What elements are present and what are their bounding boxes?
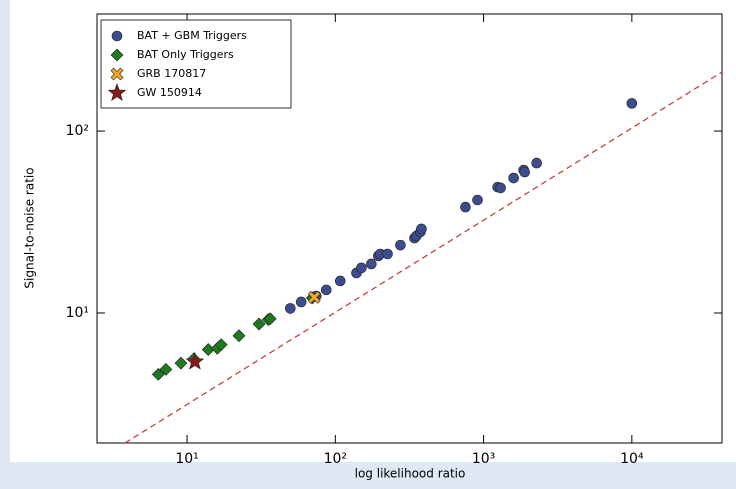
legend-marker <box>110 48 124 62</box>
legend-label: BAT Only Triggers <box>137 48 234 61</box>
legend-label: BAT + GBM Triggers <box>137 29 247 42</box>
point <box>531 157 542 169</box>
point <box>366 258 377 270</box>
x-tick-label: 10² <box>324 451 347 467</box>
point <box>356 262 367 274</box>
y-tick-label: 10² <box>66 123 89 139</box>
point <box>416 223 427 235</box>
point <box>307 290 321 304</box>
reference-line <box>124 71 723 444</box>
point <box>214 338 228 352</box>
point <box>263 312 277 326</box>
point <box>295 296 307 308</box>
legend-box <box>100 19 292 109</box>
x-axis-label: log likelihood ratio <box>355 467 466 481</box>
legend-marker <box>107 83 127 101</box>
legend-marker <box>110 67 124 81</box>
point <box>159 362 173 376</box>
x-tick-label: 10³ <box>472 451 495 467</box>
legend-marker <box>111 30 123 42</box>
point <box>174 356 188 370</box>
point <box>185 351 205 370</box>
legend-label: GW 150914 <box>137 86 202 99</box>
plot-frame <box>96 13 723 444</box>
point <box>395 239 406 251</box>
point <box>334 275 346 287</box>
point <box>284 303 296 314</box>
x-tick-label: 10⁴ <box>620 451 644 467</box>
y-axis-label: Signal-to-noise ratio <box>23 167 37 288</box>
x-tick-label: 10¹ <box>175 451 198 467</box>
y-tick-label: 10¹ <box>66 305 89 321</box>
point <box>382 248 393 260</box>
point <box>460 201 471 213</box>
legend-label: GRB 170817 <box>137 67 206 80</box>
point <box>320 284 332 296</box>
point <box>495 182 506 194</box>
point <box>508 172 519 184</box>
point <box>472 194 483 206</box>
point <box>252 317 266 331</box>
point <box>626 98 638 109</box>
point <box>232 329 246 343</box>
point <box>519 166 530 178</box>
point <box>151 367 165 381</box>
